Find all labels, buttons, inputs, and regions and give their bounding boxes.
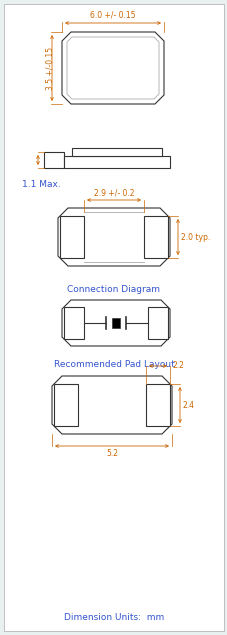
Text: Connection Diagram: Connection Diagram [67, 285, 160, 294]
Text: 3.5 +/-0.15: 3.5 +/-0.15 [45, 46, 54, 90]
Bar [64, 307, 84, 339]
Text: Recommended Pad Layout: Recommended Pad Layout [53, 360, 174, 369]
Polygon shape [67, 37, 158, 99]
Text: 2.2: 2.2 [172, 361, 184, 370]
Text: 1.1 Max.: 1.1 Max. [22, 180, 60, 189]
Text: 5.2: 5.2 [106, 449, 118, 458]
Text: 6.0 +/- 0.15: 6.0 +/- 0.15 [90, 11, 135, 20]
Text: 2.0 typ.: 2.0 typ. [180, 232, 209, 241]
Polygon shape [62, 32, 163, 104]
Bar [147, 307, 167, 339]
Bar [54, 384, 78, 426]
Text: 2.9 +/- 0.2: 2.9 +/- 0.2 [93, 188, 134, 197]
Bar [44, 152, 64, 168]
Polygon shape [62, 300, 169, 346]
Bar [145, 384, 169, 426]
Text: Dimension Units:  mm: Dimension Units: mm [64, 613, 163, 622]
Polygon shape [58, 208, 169, 266]
Bar [64, 156, 169, 168]
Bar [60, 216, 84, 258]
Text: 2.4: 2.4 [182, 401, 194, 410]
Bar [143, 216, 167, 258]
Polygon shape [52, 376, 171, 434]
Bar [72, 148, 161, 156]
Bar [111, 318, 119, 328]
